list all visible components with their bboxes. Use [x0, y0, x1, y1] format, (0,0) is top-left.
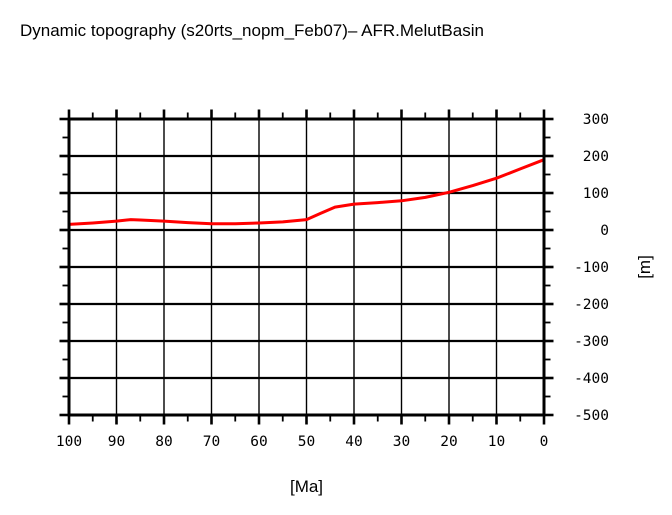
- x-tick-label: 40: [345, 434, 362, 450]
- y-tick-label: -400: [574, 371, 609, 387]
- y-tick-label: 100: [583, 186, 609, 202]
- y-tick-label: -200: [574, 297, 609, 313]
- x-tick-label: 100: [56, 434, 82, 450]
- y-tick-label: 200: [583, 149, 609, 165]
- y-tick-label: -300: [574, 334, 609, 350]
- x-tick-label: 0: [540, 434, 549, 450]
- x-tick-label: 10: [488, 434, 505, 450]
- y-tick-label: 300: [583, 112, 609, 128]
- x-tick-label: 80: [155, 434, 172, 450]
- y-tick-label: -500: [574, 408, 609, 424]
- x-tick-labels: 100 90 80 70 60 50 40 30 20 10 0: [56, 434, 548, 450]
- plot-frame: [67, 117, 546, 417]
- series-line: [68, 158, 545, 226]
- y-tick-label: -100: [574, 260, 609, 276]
- x-tick-label: 90: [108, 434, 125, 450]
- series: [68, 158, 545, 226]
- x-tick-label: 20: [440, 434, 457, 450]
- x-tick-label: 50: [298, 434, 315, 450]
- x-axis-title: [Ma]: [290, 477, 323, 496]
- y-tick-label: 0: [600, 223, 609, 239]
- grid: [69, 119, 544, 415]
- x-tick-label: 70: [203, 434, 220, 450]
- x-tick-label: 60: [250, 434, 267, 450]
- y-tick-labels: 300 200 100 0 -100 -200 -300 -400 -500: [574, 112, 609, 424]
- x-tick-label: 30: [393, 434, 410, 450]
- axis-ticks: [59, 109, 554, 425]
- y-axis-title: [m]: [635, 255, 654, 279]
- chart-title: Dynamic topography (s20rts_nopm_Feb07)– …: [20, 21, 484, 40]
